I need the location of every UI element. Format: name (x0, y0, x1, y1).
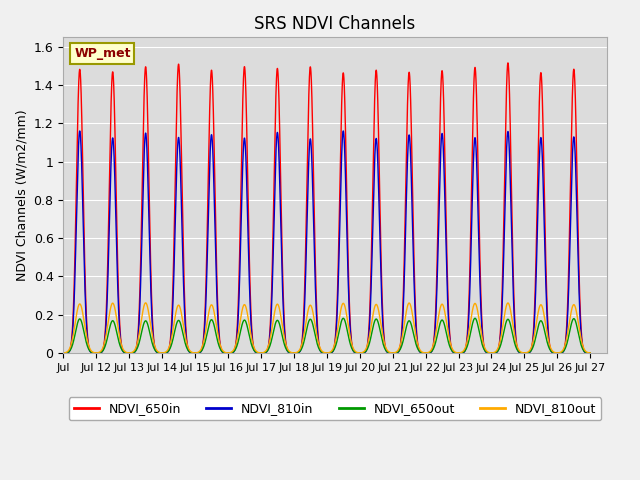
Line: NDVI_810in: NDVI_810in (63, 131, 590, 353)
NDVI_810out (353, 349, 360, 355)
NDVI_650in (447, 342, 454, 348)
NDVI_650in (316, 346, 324, 352)
NDVI_810in (76, 128, 84, 134)
NDVI_650out (586, 350, 594, 356)
Text: WP_met: WP_met (74, 47, 131, 60)
Line: NDVI_650out: NDVI_650out (63, 318, 590, 353)
NDVI_810in (316, 347, 324, 353)
NDVI_650out (513, 347, 521, 353)
NDVI_650out (60, 350, 67, 356)
NDVI_650in (60, 350, 67, 356)
NDVI_810out (316, 345, 324, 350)
NDVI_650out (260, 350, 268, 356)
Legend: NDVI_650in, NDVI_810in, NDVI_650out, NDVI_810out: NDVI_650in, NDVI_810in, NDVI_650out, NDV… (68, 397, 601, 420)
NDVI_650in (353, 350, 360, 356)
NDVI_810out (447, 342, 455, 348)
NDVI_650out (447, 346, 454, 352)
NDVI_810in (586, 350, 594, 356)
NDVI_810in (353, 350, 360, 356)
NDVI_810in (60, 350, 67, 356)
NDVI_650out (471, 315, 479, 321)
NDVI_650in (260, 350, 268, 356)
NDVI_810in (260, 350, 268, 356)
NDVI_650in (586, 350, 594, 356)
Y-axis label: NDVI Channels (W/m2/mm): NDVI Channels (W/m2/mm) (15, 109, 28, 281)
NDVI_650out (77, 318, 85, 324)
NDVI_810in (77, 154, 85, 160)
NDVI_650out (316, 348, 324, 353)
Line: NDVI_810out: NDVI_810out (63, 303, 590, 353)
NDVI_650out (353, 350, 360, 356)
NDVI_810out (586, 350, 594, 356)
NDVI_810out (513, 344, 521, 349)
NDVI_810out (77, 304, 85, 310)
NDVI_810in (513, 347, 521, 352)
NDVI_650in (77, 99, 85, 105)
NDVI_810in (447, 344, 455, 350)
NDVI_810out (60, 350, 67, 356)
Title: SRS NDVI Channels: SRS NDVI Channels (254, 15, 415, 33)
NDVI_650in (504, 60, 512, 66)
Line: NDVI_650in: NDVI_650in (63, 63, 590, 353)
NDVI_810out (142, 300, 150, 306)
NDVI_810out (260, 349, 268, 355)
NDVI_650in (513, 345, 521, 351)
